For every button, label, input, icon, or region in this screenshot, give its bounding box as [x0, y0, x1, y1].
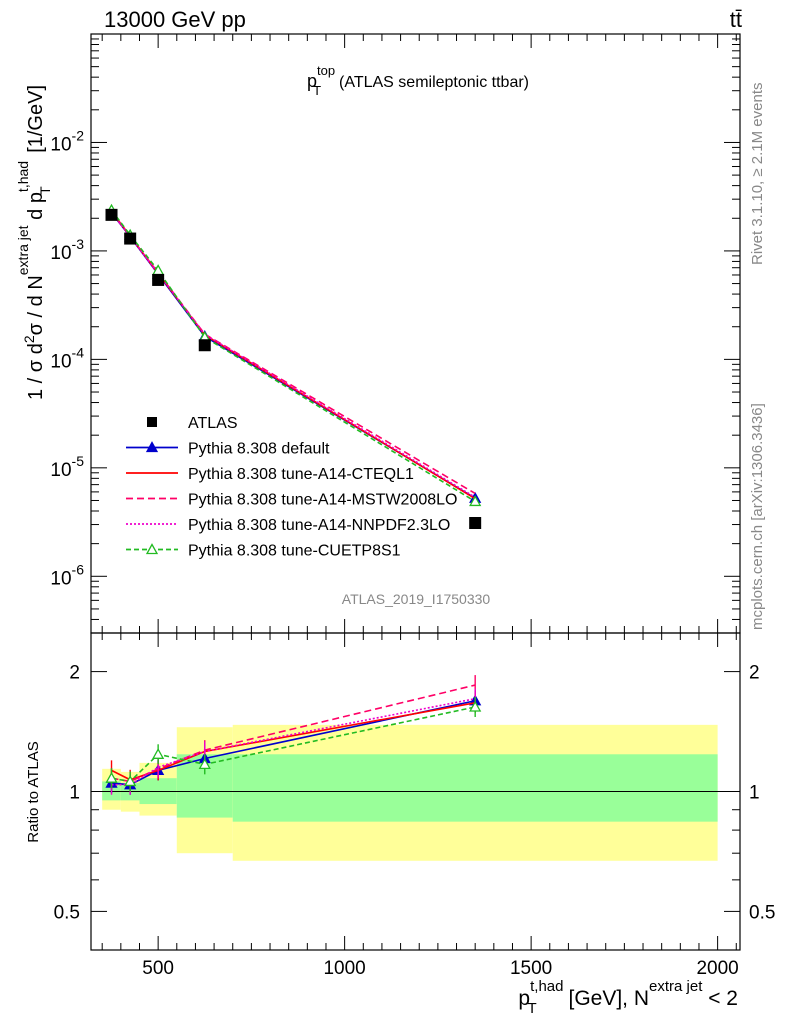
atlas-data-point — [105, 208, 118, 221]
svg-text:1 / σ d2σ / d Nextra jet d pt,: 1 / σ d2σ / d Nextra jet d pt,had T [1/Ge… — [15, 85, 53, 400]
series-line-2 — [110, 211, 476, 495]
legend-label: ATLAS — [188, 415, 238, 432]
legend-label: Pythia 8.308 tune-CUETP8S1 — [188, 543, 401, 560]
y-tick-label: 10-5 — [50, 453, 84, 481]
mcplots-label: mcplots.cern.ch [arXiv:1306.3436] — [749, 403, 766, 630]
y-tick-label: 10-4 — [50, 344, 84, 372]
ratio-tick-label: 2 — [69, 663, 80, 684]
legend: ATLAS Pythia 8.308 default Pythia 8.308 tu… — [126, 415, 457, 560]
ratio-y-axis-label: Ratio to ATLAS — [25, 741, 42, 842]
ratio-tick-label: 0.5 — [54, 902, 80, 923]
series-line-4 — [110, 209, 476, 503]
legend-label: Pythia 8.308 default — [188, 441, 330, 458]
ratio-tick-label-right: 1 — [749, 783, 760, 804]
main-y-axis-label: 1 / σ d2σ / d Nextra jet d pt,had T [1/Ge… — [15, 85, 53, 400]
legend-marker — [145, 543, 159, 555]
ratio-point-4 — [152, 747, 165, 759]
legend-label: Pythia 8.308 tune-A14-NNPDF2.3LO — [188, 517, 450, 534]
ratio-line-3 — [111, 697, 476, 786]
ratio-tick-label-right: 2 — [749, 663, 760, 684]
ratio-tick-label-right: 0.5 — [749, 902, 775, 923]
x-axis-label: pt,had T [GeV], Nextra jet < 2 — [518, 978, 738, 1017]
ratio-band-inner — [232, 754, 718, 822]
rivet-version-label: Rivet 3.1.10, ≥ 2.1M events — [749, 83, 766, 266]
atlas-data-point — [152, 273, 165, 286]
atlas-data-point — [124, 232, 137, 245]
ratio-point-4 — [198, 758, 211, 769]
series-point-4 — [469, 495, 482, 507]
y-tick-label: 10-2 — [50, 127, 84, 155]
atlas-data-point — [469, 516, 482, 529]
x-tick-label: 500 — [142, 958, 174, 979]
atlas-data-point — [198, 339, 211, 352]
energy-label: 13000 GeV pp — [104, 7, 246, 32]
x-tick-label: 1000 — [323, 958, 365, 979]
ratio-tick-label: 1 — [69, 783, 80, 804]
ratio-plot-area: 500 1000 1500 2000 0.5 0.5 1 1 2 2 — [54, 632, 775, 979]
legend-marker — [147, 417, 157, 427]
y-tick-label: 10-3 — [50, 236, 84, 264]
ratio-point-4 — [469, 700, 482, 712]
ratio-point-4 — [105, 771, 118, 783]
x-tick-label: 1500 — [510, 958, 552, 979]
analysis-id: ATLAS_2019_I1750330 — [342, 591, 491, 607]
main-plot-area: 10-6 10-5 10-4 10-3 10-2 — [50, 33, 741, 950]
legend-label: Pythia 8.308 tune-A14-MSTW2008LO — [188, 492, 457, 509]
plot-title: ptop T (ATLAS semileptonic ttbar) — [307, 63, 529, 98]
legend-label: Pythia 8.308 tune-A14-CTEQL1 — [188, 466, 414, 483]
legend-marker — [145, 441, 159, 453]
ratio-point-4 — [124, 775, 137, 787]
process-label: tt̄ — [730, 7, 742, 32]
y-tick-label: 10-6 — [50, 561, 84, 589]
x-tick-label: 2000 — [696, 958, 738, 979]
